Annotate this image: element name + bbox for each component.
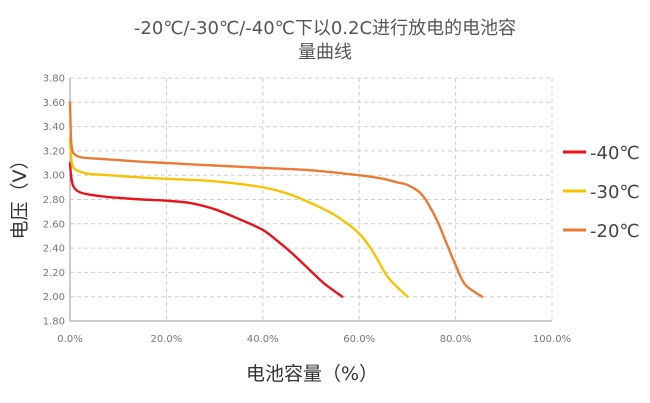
y-tick-label: 2.00 <box>43 292 65 303</box>
y-tick-label: 3.40 <box>43 122 65 133</box>
series-line-2 <box>68 101 484 298</box>
series-lines <box>68 101 484 298</box>
x-tick-label: 20.0% <box>151 334 183 345</box>
x-tick-label: 60.0% <box>343 334 375 345</box>
series-line-0 <box>68 161 344 298</box>
y-tick-label: 3.20 <box>43 146 65 157</box>
y-tick-label: 3.80 <box>43 74 65 85</box>
legend-label: -40℃ <box>590 143 640 164</box>
chart-title-line2: 量曲线 <box>298 42 352 63</box>
y-tick-label: 2.40 <box>43 244 65 255</box>
y-tick-label: 3.60 <box>43 98 65 109</box>
x-tick-label: 80.0% <box>440 334 472 345</box>
y-tick-label: 2.60 <box>43 219 65 230</box>
series-line-1 <box>68 137 409 298</box>
x-axis-label: 电池容量（%） <box>246 363 378 385</box>
y-tick-label: 1.80 <box>43 317 65 328</box>
y-tick-label: 2.80 <box>43 195 65 206</box>
legend-label: -20℃ <box>590 221 640 242</box>
y-tick-label: 2.20 <box>43 268 65 279</box>
legend-label: -30℃ <box>590 182 640 203</box>
y-axis-label: 电压（V） <box>9 151 31 240</box>
x-tick-label: 40.0% <box>247 334 279 345</box>
tick-labels: 1.80 2.00 2.20 2.40 2.60 2.80 3.00 3.20 3.40 3.60… <box>43 74 571 346</box>
x-tick-label: 100.0% <box>533 334 571 345</box>
legend: -40℃ -30℃ -20℃ <box>563 143 640 242</box>
y-tick-label: 3.00 <box>43 171 65 182</box>
chart-title-line1: -20℃/-30℃/-40℃下以0.2C进行放电的电池容 <box>134 18 516 39</box>
x-tick-label: 0.0% <box>57 334 82 345</box>
